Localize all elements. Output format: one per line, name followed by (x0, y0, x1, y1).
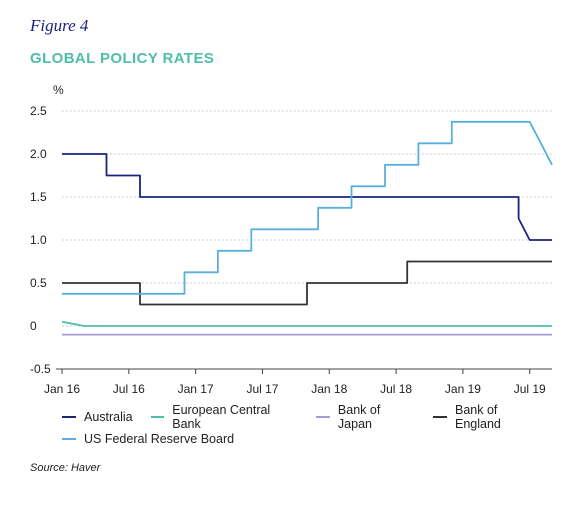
chart-title: GLOBAL POLICY RATES (30, 50, 215, 67)
legend: Australia European Central Bank Bank of … (62, 403, 562, 450)
x-tick-label: Jan 18 (311, 382, 347, 396)
legend-swatch (62, 416, 76, 418)
x-ticks: Jan 16 Jul 16 Jan 17 Jul 17 Jan 18 Jul 18 Jan … (44, 369, 546, 396)
y-tick-label: 0.5 (30, 276, 47, 290)
y-tick-label: 2.0 (30, 147, 47, 161)
legend-item-fed: US Federal Reserve Board (62, 432, 234, 446)
line-chart: % 2.52.01.51.00.50-0.5 Jan 16 Jul 16 Jan 1… (30, 83, 553, 396)
gridlines (56, 110, 552, 370)
legend-label: European Central Bank (172, 403, 271, 431)
x-tick-label: Jul 18 (380, 382, 412, 396)
source-note: Source: Haver (30, 462, 101, 474)
legend-swatch (62, 438, 76, 440)
legend-label: Australia (84, 410, 133, 424)
x-tick-label: Jul 16 (113, 382, 145, 396)
y-axis-label: % (53, 83, 64, 97)
series-line-us-federal-reserve-board (62, 120, 553, 295)
legend-label: US Federal Reserve Board (84, 432, 235, 446)
legend-swatch (150, 416, 165, 418)
series-line-bank-of-england (62, 260, 552, 306)
x-tick-label: Jan 16 (44, 382, 80, 396)
y-tick-label: 2.5 (30, 104, 47, 118)
x-tick-label: Jul 17 (246, 382, 278, 396)
legend-item-australia: Australia (62, 410, 133, 424)
x-tick-label: Jan 17 (178, 382, 214, 396)
y-tick-label: 1.0 (30, 233, 47, 247)
legend-item-boe: Bank of England (433, 403, 544, 431)
legend-swatch (316, 416, 330, 418)
y-tick-label: -0.5 (30, 362, 51, 376)
legend-label: Bank of England (455, 403, 501, 431)
figure-label: Figure 4 (30, 16, 89, 35)
legend-item-ecb: European Central Bank (150, 403, 299, 431)
x-tick-label: Jan 19 (445, 382, 481, 396)
legend-label: Bank of Japan (337, 403, 381, 431)
series-line-australia (62, 153, 552, 241)
y-tick-label: 0 (30, 319, 37, 333)
legend-item-boj: Bank of Japan (316, 403, 415, 431)
y-ticks: 2.5 2.0 1.5 1.0 0.5 0 -0.5 (30, 104, 51, 376)
x-tick-label: Jul 19 (514, 382, 546, 396)
legend-swatch (433, 416, 447, 418)
y-tick-label: 1.5 (30, 190, 47, 204)
series-lines (61, 120, 553, 336)
series-line-european-central-bank (61, 320, 552, 327)
